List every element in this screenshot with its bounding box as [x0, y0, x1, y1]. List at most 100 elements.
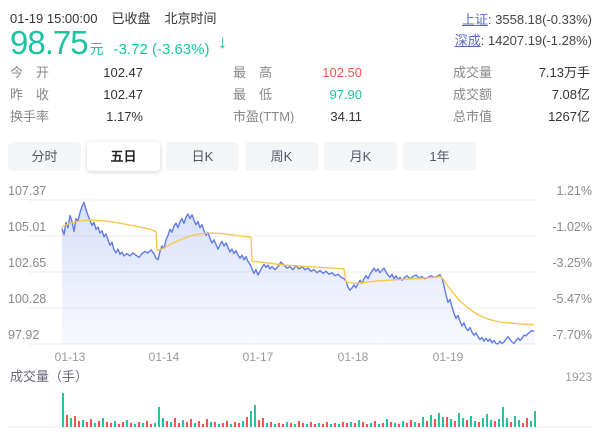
current-price: 98.75 — [10, 24, 89, 61]
stat-label: 市盈(TTM) — [233, 109, 295, 124]
stat-value: 1.17% — [106, 109, 143, 124]
shanghai-index-link[interactable]: 上证 — [461, 12, 488, 27]
stats-column-3: 成交量 7.13万手 成交额 7.08亿 总市值 1267亿 — [453, 62, 590, 128]
y-axis-label: 97.92 — [8, 328, 40, 342]
volume-bar — [162, 418, 164, 427]
stats-column-1: 今 开 102.47 昨 收 102.47 换手率 1.17% — [10, 62, 143, 128]
volume-bar — [518, 420, 520, 427]
volume-max-value: 1923 — [565, 370, 592, 384]
price-change: -3.72 (-3.63%) — [113, 41, 210, 58]
volume-bar — [70, 418, 72, 427]
volume-title: 成交量（手） — [10, 369, 89, 384]
stat-row: 换手率 1.17% — [10, 106, 143, 128]
shenzhen-index-link[interactable]: 深成 — [454, 33, 481, 48]
volume-bar — [226, 421, 228, 427]
tab-日K[interactable]: 日K — [166, 142, 239, 171]
volume-chart[interactable] — [0, 386, 605, 432]
pct-axis-label: 1.21% — [556, 184, 592, 198]
stat-value: 102.47 — [103, 87, 143, 102]
volume-bar — [522, 423, 524, 427]
y-axis-label: 107.37 — [8, 184, 47, 198]
volume-bar — [310, 422, 312, 427]
stat-row: 成交额 7.08亿 — [453, 84, 590, 106]
stat-label: 最 高 — [233, 65, 273, 80]
chart-x-axis: 01-13 01-14 01-17 01-18 01-19 — [0, 348, 605, 366]
volume-bar — [390, 422, 392, 427]
volume-bar — [422, 417, 424, 427]
tab-分时[interactable]: 分时 — [8, 142, 81, 171]
volume-bar — [142, 423, 144, 427]
index-quotes: 上证: 3558.18(-0.33%) 深成: 14207.19(-1.28%) — [455, 9, 592, 51]
volume-bar — [242, 421, 244, 427]
pct-axis-label: -5.47% — [552, 292, 592, 306]
volume-bar — [174, 418, 176, 427]
volume-bar — [370, 423, 372, 427]
stat-label: 总市值 — [453, 109, 493, 124]
volume-bar — [322, 424, 324, 427]
volume-bar — [482, 418, 484, 427]
stat-label: 最 低 — [233, 87, 273, 102]
volume-bar — [430, 415, 432, 427]
volume-bar — [306, 424, 308, 427]
volume-bar — [90, 419, 92, 427]
volume-bar — [526, 418, 528, 427]
y-axis-label: 100.28 — [8, 292, 47, 306]
tab-1年[interactable]: 1年 — [403, 142, 476, 171]
volume-bar — [66, 415, 68, 427]
x-axis-label: 01-18 — [337, 350, 369, 364]
volume-bar — [122, 422, 124, 427]
stat-row: 市盈(TTM) 34.11 — [233, 106, 362, 128]
volume-bar — [402, 421, 404, 427]
volume-bar — [414, 422, 416, 427]
volume-bar — [154, 423, 156, 427]
volume-bar — [78, 421, 80, 427]
index-row: 深成: 14207.19(-1.28%) — [455, 30, 592, 51]
volume-bar — [106, 422, 108, 427]
volume-bar — [118, 424, 120, 427]
stat-row: 今 开 102.47 — [10, 62, 143, 84]
tab-周K[interactable]: 周K — [245, 142, 318, 171]
x-axis-label: 01-14 — [148, 350, 180, 364]
volume-bar — [314, 424, 316, 427]
volume-bar — [62, 393, 64, 427]
volume-bar — [74, 416, 76, 427]
volume-bar — [150, 424, 152, 427]
x-axis-label: 01-17 — [242, 350, 274, 364]
volume-bar — [534, 411, 536, 427]
stat-value: 1267亿 — [548, 109, 590, 124]
volume-bar — [374, 421, 376, 427]
volume-bar — [458, 413, 460, 427]
volume-bar — [506, 418, 508, 427]
tab-月K[interactable]: 月K — [324, 142, 397, 171]
volume-chart-canvas[interactable] — [0, 386, 605, 432]
pct-axis-label: -1.02% — [552, 220, 592, 234]
volume-bar — [262, 418, 264, 427]
price-chart-canvas[interactable] — [0, 178, 605, 348]
volume-bar — [290, 423, 292, 427]
volume-bar — [410, 420, 412, 427]
volume-bar — [138, 422, 140, 427]
volume-bar — [318, 423, 320, 427]
stat-row: 最 高 102.50 — [233, 62, 362, 84]
tab-五日[interactable]: 五日 — [87, 142, 160, 171]
pct-axis-label: -3.25% — [552, 256, 592, 270]
volume-bar — [82, 420, 84, 427]
volume-bar — [102, 418, 104, 427]
volume-bar — [186, 422, 188, 427]
stat-value: 7.08亿 — [551, 87, 590, 102]
price-chart[interactable]: 107.37 105.01 102.65 100.28 97.92 1.21% -1.02… — [0, 178, 605, 348]
volume-bar — [110, 423, 112, 427]
volume-bar — [234, 422, 236, 427]
volume-bar — [466, 420, 468, 427]
index-value: : 14207.19(-1.28%) — [480, 33, 592, 48]
volume-bar — [454, 421, 456, 427]
volume-bar — [342, 422, 344, 427]
pct-axis-label: -7.70% — [552, 328, 592, 342]
volume-bar — [486, 414, 488, 427]
volume-bar — [198, 421, 200, 427]
volume-bar — [270, 422, 272, 427]
stat-label: 成交量 — [453, 65, 493, 80]
market-status: 已收盘 — [111, 11, 151, 26]
volume-bar — [294, 424, 296, 427]
